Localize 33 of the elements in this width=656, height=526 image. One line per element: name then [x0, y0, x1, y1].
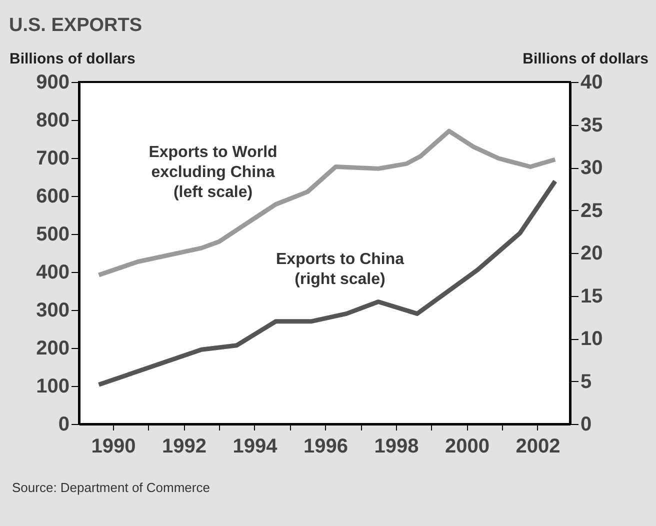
x-tick-label: 1996	[303, 436, 348, 458]
x-tick-label: 1992	[162, 436, 206, 458]
chart-title: U.S. EXPORTS	[9, 15, 142, 36]
series-label: Exports to China (right scale)	[276, 251, 404, 288]
series-label: Exports to World excluding China (left scale)	[148, 144, 278, 201]
y-tick-label: 100	[36, 376, 70, 398]
x-tick-label: 1998	[374, 436, 419, 458]
y-tick-label: 900	[36, 72, 70, 94]
y-tick-label: 200	[36, 338, 70, 360]
x-tick-label: 2002	[516, 436, 560, 458]
y2-tick-label: 30	[580, 157, 603, 179]
y2-tick-label: 5	[580, 370, 592, 393]
source-note: Source: Department of Commerce	[12, 480, 210, 495]
y-tick-label: 500	[36, 224, 70, 246]
y-tick-label: 0	[58, 414, 70, 436]
y2-tick-label: 10	[580, 328, 603, 350]
y-tick-label: 400	[36, 262, 70, 284]
y2-tick-label: 0	[580, 414, 592, 436]
y2-tick-label: 25	[580, 200, 603, 222]
y-tick-label: 700	[36, 148, 70, 170]
y2-tick-label: 40	[580, 72, 603, 94]
x-tick-label: 1994	[232, 436, 278, 458]
x-tick-label: 2000	[444, 436, 490, 458]
x-tick-label: 1990	[91, 436, 136, 458]
y2-axis-title: Billions of dollars	[522, 50, 648, 68]
line-series	[96, 178, 558, 387]
y2-tick-label: 20	[580, 242, 603, 264]
y-axis-title: Billions of dollars	[10, 50, 136, 68]
y-tick-label: 300	[36, 300, 70, 322]
y2-tick-label: 15	[580, 285, 603, 308]
y-tick-label: 800	[36, 110, 70, 132]
y2-tick-label: 35	[580, 114, 603, 136]
y-tick-label: 600	[36, 186, 70, 208]
